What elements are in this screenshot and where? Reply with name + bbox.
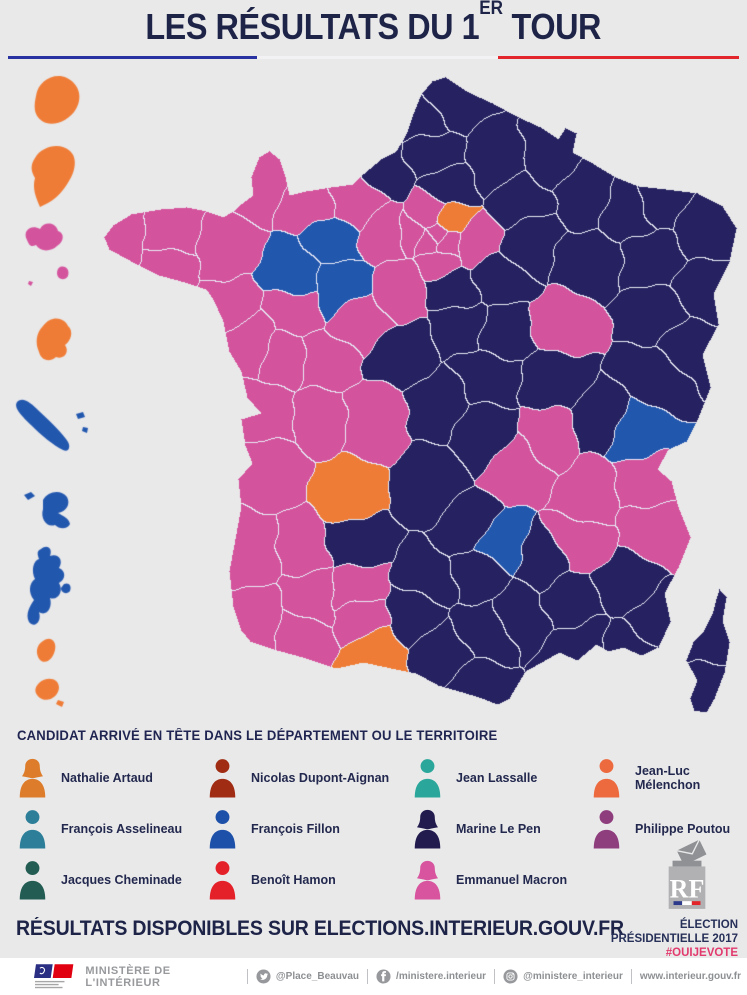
legend-item-lassalle: Jean Lassalle: [412, 756, 591, 799]
instagram-icon: [503, 969, 518, 984]
social-link-instagram[interactable]: @ministere_interieur: [503, 969, 623, 984]
legend-item-lepen: Marine Le Pen: [412, 807, 591, 850]
legend-item-dupontaignan: Nicolas Dupont-Aignan: [207, 756, 412, 799]
legend-item-macron: Emmanuel Macron: [412, 858, 591, 901]
ministry-logo-block: MINISTÈRE DE L'INTÉRIEUR: [34, 963, 247, 991]
person-male-icon: [593, 810, 620, 849]
social-label: /ministere.interieur: [396, 971, 487, 982]
legend-item-cheminade: Jacques Cheminade: [17, 858, 207, 901]
social-label: www.interieur.gouv.fr: [639, 971, 741, 982]
ministry-label: MINISTÈRE DE L'INTÉRIEUR: [85, 964, 171, 989]
candidate-name: Nicolas Dupont-Aignan: [251, 770, 390, 785]
person-female-icon: [414, 860, 441, 900]
legend-grid: Nathalie Artaud Nicolas Dupont-Aignan Jean…: [17, 752, 739, 905]
legend-item-fillon: François Fillon: [207, 807, 412, 850]
person-male-icon: [209, 861, 236, 900]
social-link-twitter[interactable]: @Place_Beauvau: [256, 969, 359, 984]
person-male-icon: [19, 810, 46, 849]
person-male-icon: [593, 759, 620, 798]
person-male-icon: [209, 759, 236, 798]
badge-line2: PRÉSIDENTIELLE 2017: [610, 933, 738, 946]
legend-item-asselineau: François Asselineau: [17, 807, 207, 850]
social-link-facebook[interactable]: /ministere.interieur: [376, 969, 486, 984]
footer-bar: MINISTÈRE DE L'INTÉRIEUR @Place_Beauvau /…: [0, 958, 747, 995]
results-url-line: RÉSULTATS DISPONIBLES SUR ELECTIONS.INTE…: [16, 917, 624, 940]
ballot-rf-letters: RF: [670, 874, 705, 903]
candidate-name: François Asselineau: [61, 821, 183, 836]
candidate-name: Marine Le Pen: [456, 821, 541, 836]
person-male-icon: [209, 810, 236, 849]
separator: [494, 969, 496, 984]
separator: [246, 969, 248, 984]
person-female-icon: [414, 809, 441, 849]
person-male-icon: [19, 861, 46, 900]
person-female-icon: [19, 758, 46, 798]
legend-item-melenchon: Jean-Luc Mélenchon: [591, 756, 739, 799]
candidate-name: Emmanuel Macron: [456, 872, 568, 887]
separator: [367, 969, 369, 984]
social-label: @Place_Beauvau: [275, 971, 360, 982]
candidate-name: Nathalie Artaud: [61, 770, 153, 785]
twitter-icon: [256, 969, 271, 984]
legend-item-hamon: Benoît Hamon: [207, 858, 412, 901]
election-badge: ÉLECTION PRÉSIDENTIELLE 2017 #OUIJEVOTE: [611, 918, 738, 960]
ministry-flag-icon: [34, 963, 74, 988]
candidate-name: Benoît Hamon: [251, 872, 336, 887]
facebook-icon: [376, 969, 391, 984]
social-links: @Place_Beauvau/ministere.interieur @minis…: [246, 969, 747, 984]
badge-line1: ÉLECTION: [679, 919, 738, 931]
ballot-box-icon: RF: [660, 839, 714, 923]
legend-item-poutou: Philippe Poutou: [591, 807, 739, 850]
social-label: @ministere_interieur: [523, 971, 623, 982]
legend-item-artaud: Nathalie Artaud: [17, 756, 207, 799]
legend: CANDIDAT ARRIVÉ EN TÊTE DANS LE DÉPARTEM…: [17, 728, 739, 905]
social-link-website[interactable]: www.interieur.gouv.fr: [640, 971, 741, 982]
separator: [630, 969, 632, 984]
badge-hashtag: #OUIJEVOTE: [665, 947, 738, 960]
france-choropleth-map: [0, 0, 747, 735]
legend-heading: CANDIDAT ARRIVÉ EN TÊTE DANS LE DÉPARTEM…: [17, 728, 498, 743]
candidate-name: Jean-Luc Mélenchon: [635, 763, 701, 792]
candidate-name: François Fillon: [251, 821, 340, 836]
candidate-name: Jacques Cheminade: [61, 872, 182, 887]
candidate-name: Philippe Poutou: [635, 821, 731, 836]
candidate-name: Jean Lassalle: [456, 770, 538, 785]
person-male-icon: [414, 759, 441, 798]
